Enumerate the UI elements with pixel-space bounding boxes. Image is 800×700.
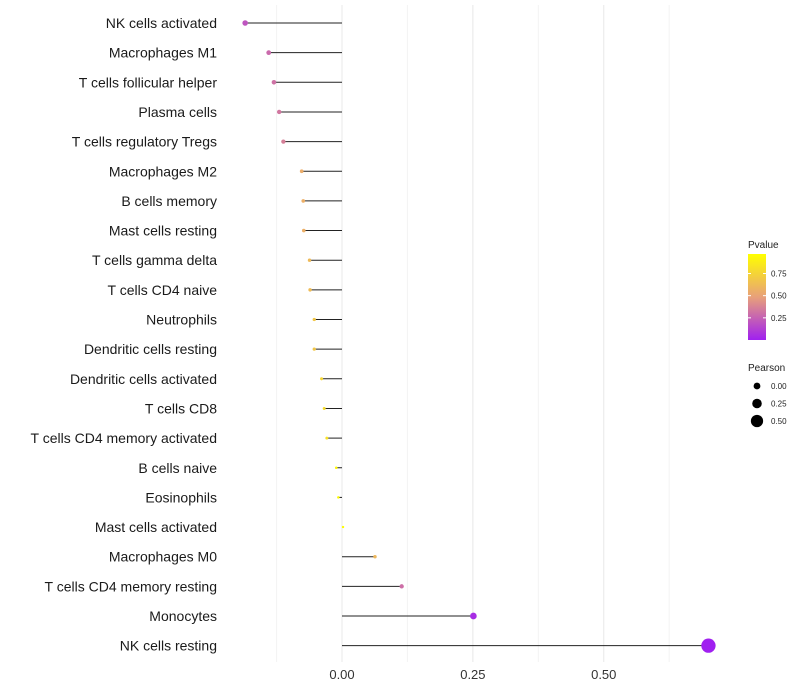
- category-label: Monocytes: [149, 608, 217, 624]
- lollipop-point: [334, 466, 338, 470]
- colorbar-tick-label: 0.75: [771, 270, 787, 279]
- colorbar-tick-label: 0.50: [771, 292, 787, 301]
- category-label: NK cells resting: [120, 638, 217, 654]
- colorbar-tick-label: 0.25: [771, 314, 787, 323]
- lollipop-point: [266, 50, 272, 56]
- x-tick-label: 0.00: [329, 667, 354, 682]
- category-label: Mast cells resting: [109, 223, 217, 239]
- lollipop-point: [337, 496, 340, 499]
- lollipop-point: [470, 612, 477, 620]
- category-label: Dendritic cells activated: [70, 371, 217, 387]
- category-label: NK cells activated: [106, 15, 217, 31]
- x-tick-label: 0.50: [591, 667, 616, 682]
- lollipop-point: [281, 139, 286, 144]
- lollipop-point: [308, 288, 312, 292]
- point-layer: [242, 20, 716, 653]
- category-label: Macrophages M0: [109, 549, 217, 565]
- lollipop-point: [341, 525, 345, 529]
- size-legend: 0.00 0.25 0.50: [750, 382, 787, 428]
- pvalue-colorbar: [748, 254, 766, 340]
- grid-layer: [276, 5, 670, 662]
- category-label: Macrophages M2: [109, 163, 217, 179]
- lollipop-point: [299, 169, 304, 174]
- category-label: T cells follicular helper: [79, 74, 218, 90]
- pvalue-legend-title: Pvalue: [748, 240, 779, 251]
- lollipop-point: [312, 347, 316, 351]
- x-tick-layer: 0.00 0.25 0.50: [329, 667, 616, 682]
- lollipop-point: [301, 199, 306, 203]
- category-label: T cells CD4 naive: [108, 282, 218, 298]
- category-label: T cells CD4 memory activated: [31, 430, 217, 446]
- category-label: Neutrophils: [146, 312, 217, 328]
- size-legend-label: 0.00: [771, 382, 787, 391]
- category-label: Plasma cells: [138, 104, 217, 120]
- lollipop-point: [701, 638, 716, 653]
- size-legend-label: 0.50: [771, 417, 787, 426]
- stem-layer: [245, 22, 709, 647]
- colorbar-ticks: 0.25 0.50 0.75: [748, 270, 787, 323]
- lollipop-point: [325, 436, 329, 440]
- category-label: T cells CD4 memory resting: [45, 578, 217, 594]
- size-legend-label: 0.25: [771, 400, 787, 409]
- lollipop-point: [399, 584, 404, 589]
- category-label: Eosinophils: [145, 489, 217, 505]
- lollipop-point: [307, 258, 312, 262]
- size-legend-dot: [753, 382, 761, 390]
- lollipop-point: [276, 109, 282, 115]
- category-label-layer: NK cells activated Macrophages M1 T cells …: [31, 15, 218, 654]
- category-label: T cells CD8: [145, 400, 217, 416]
- lollipop-point: [312, 317, 316, 322]
- lollipop-point: [322, 406, 326, 410]
- lollipop-point: [373, 554, 377, 559]
- category-label: T cells regulatory Tregs: [72, 134, 217, 150]
- category-label: B cells naive: [138, 460, 217, 476]
- category-label: Macrophages M1: [109, 45, 217, 61]
- category-label: B cells memory: [121, 193, 217, 209]
- pearson-legend-title: Pearson: [748, 363, 785, 374]
- lollipop-point: [271, 79, 277, 85]
- legend: Pvalue 0.25 0.50 0.75 Pearson 0.00 0.25 0.50: [748, 240, 787, 428]
- lollipop-point: [320, 377, 324, 381]
- category-label: T cells gamma delta: [92, 252, 217, 268]
- size-legend-dot: [752, 398, 762, 409]
- lollipop-point: [301, 228, 306, 233]
- lollipop-point: [242, 20, 248, 26]
- x-tick-label: 0.25: [460, 667, 485, 682]
- category-label: Mast cells activated: [95, 519, 217, 535]
- category-label: Dendritic cells resting: [84, 341, 217, 357]
- size-legend-dot: [750, 414, 764, 428]
